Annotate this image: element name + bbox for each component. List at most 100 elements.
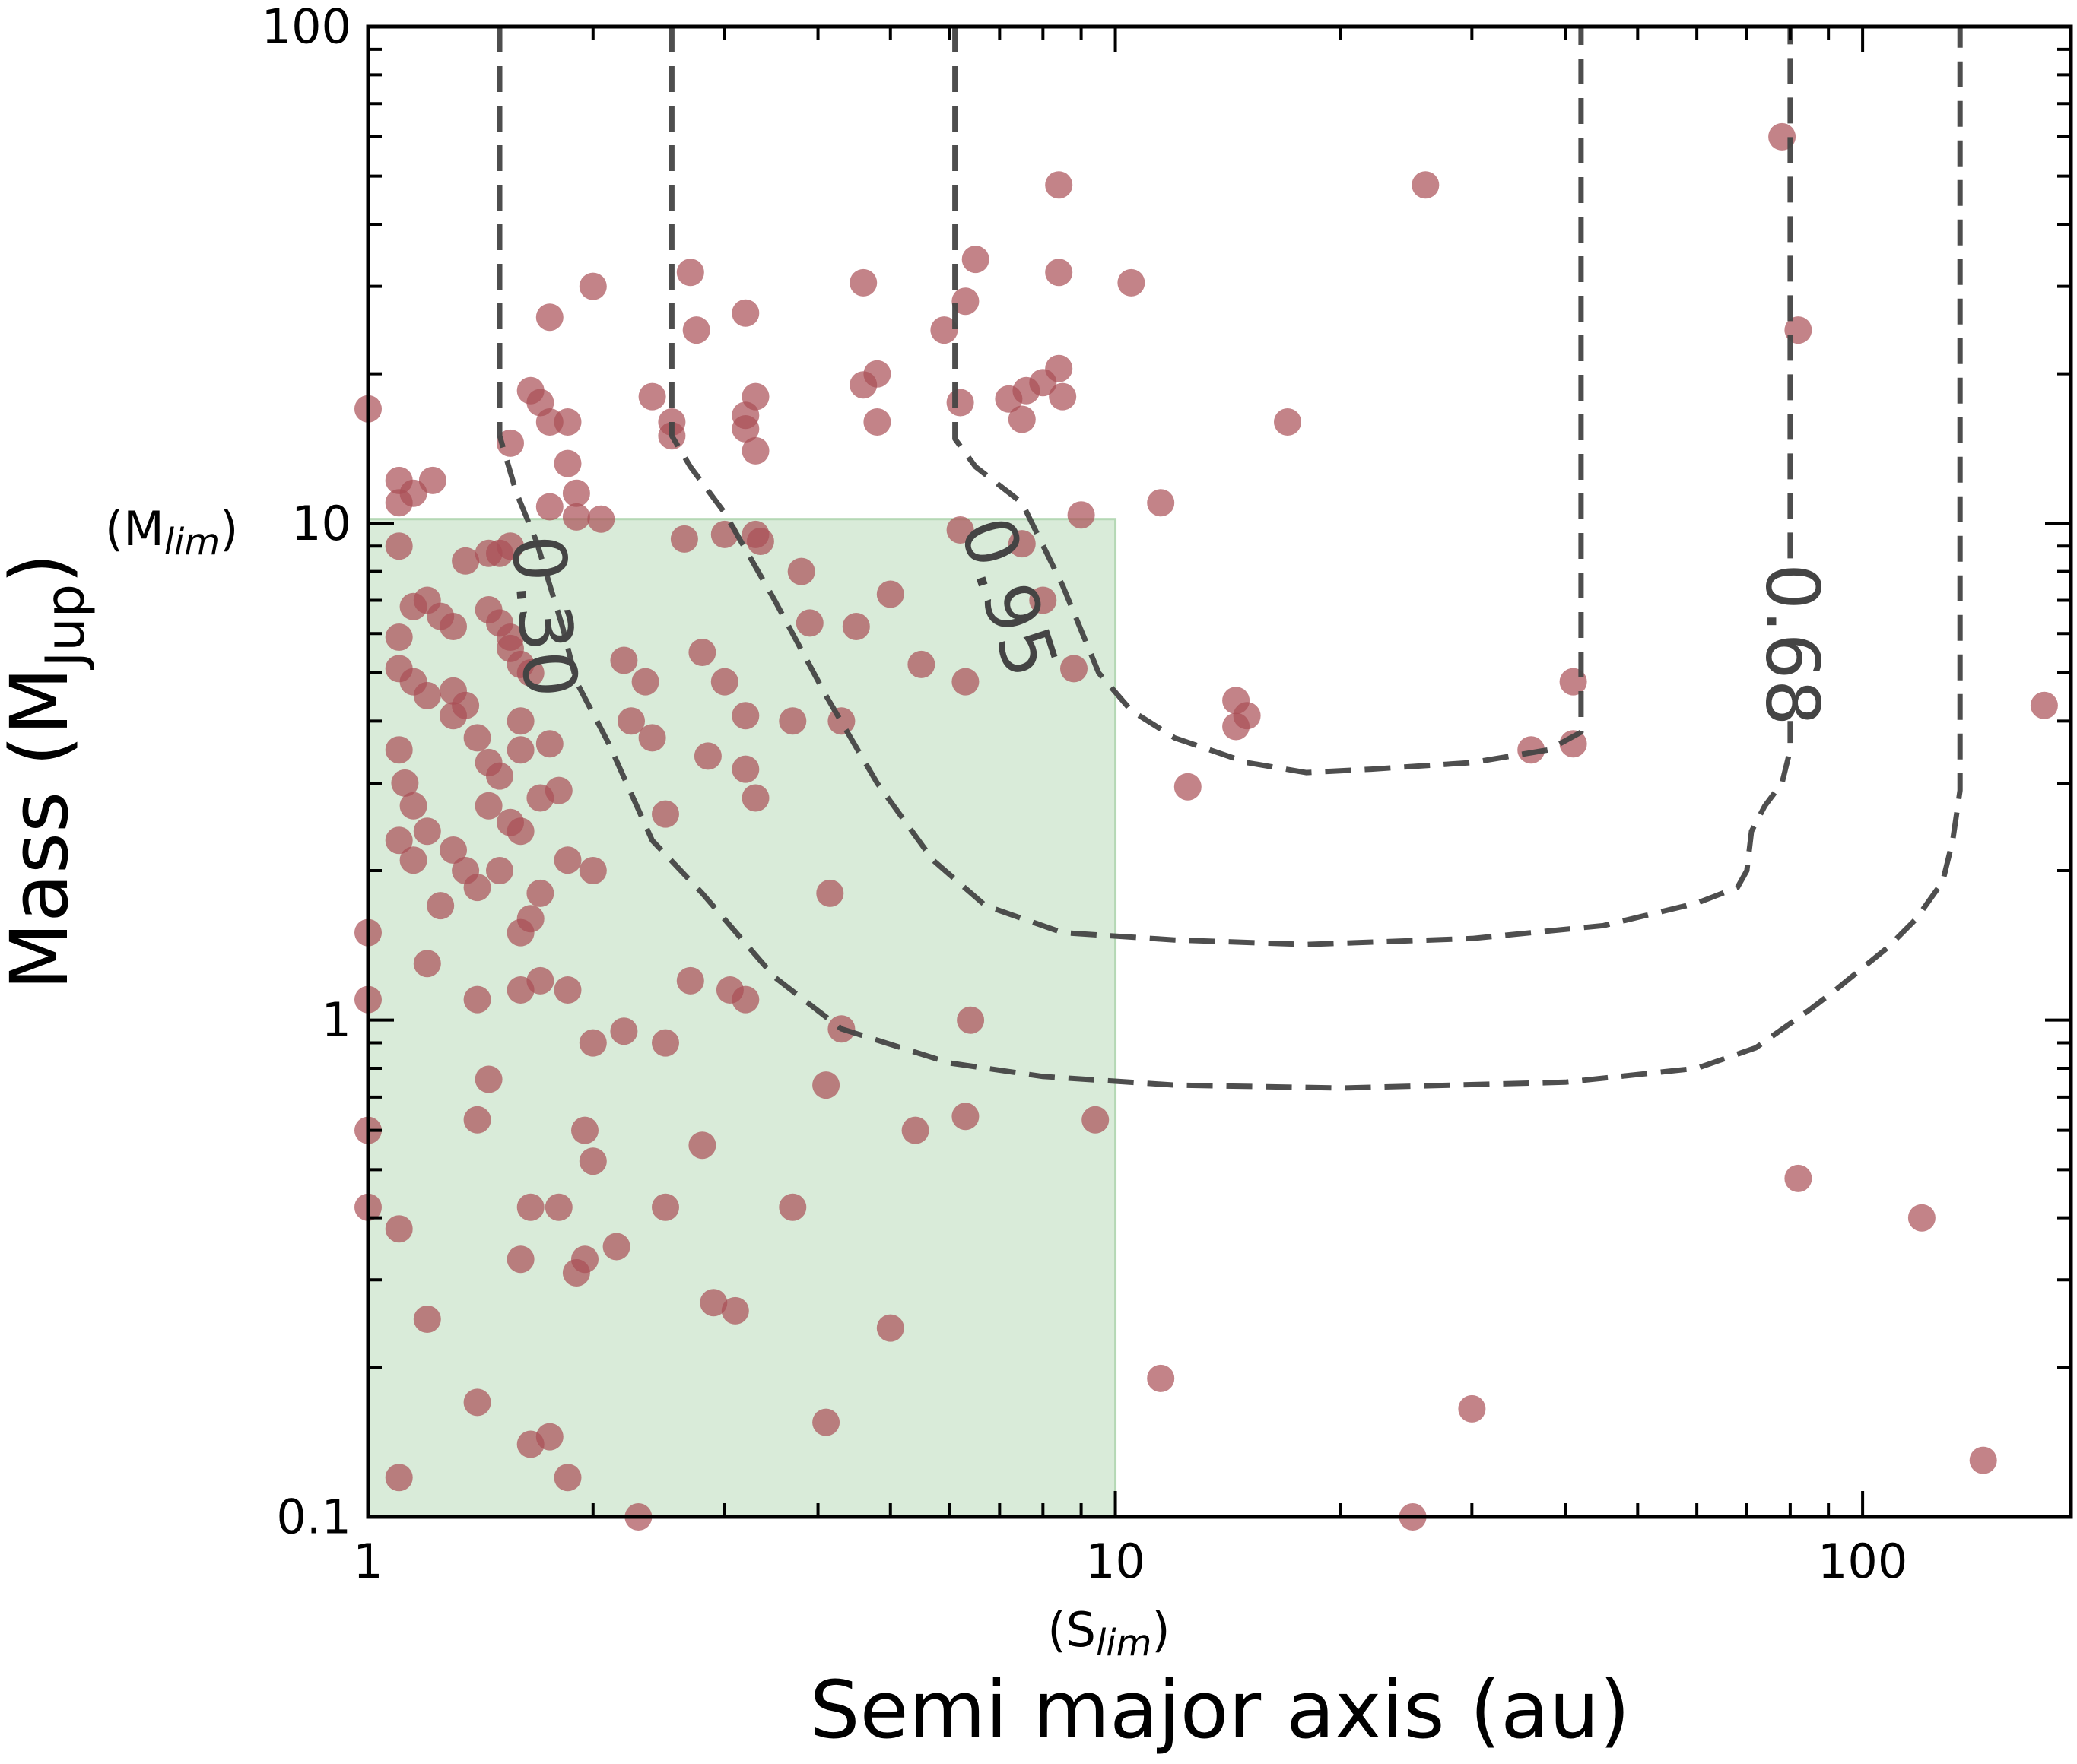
data-point — [535, 730, 564, 758]
s-lim-open: (S — [1047, 1602, 1096, 1658]
data-point — [385, 736, 413, 764]
data-point — [1060, 655, 1088, 683]
data-point — [1029, 586, 1057, 614]
data-point — [779, 1193, 807, 1221]
x-tick-label: 100 — [1818, 1534, 1907, 1589]
data-point — [876, 580, 904, 608]
data-point — [516, 659, 545, 687]
data-point — [385, 826, 413, 855]
data-point — [554, 449, 582, 477]
data-point — [602, 1233, 630, 1261]
y-tick-label: 100 — [262, 0, 351, 55]
data-point — [732, 985, 760, 1014]
y-tick-label: 10 — [291, 496, 351, 551]
limit-region — [367, 518, 1117, 1518]
data-point — [638, 724, 666, 752]
data-point — [1008, 405, 1036, 433]
data-point — [796, 609, 824, 637]
data-point — [475, 748, 503, 776]
data-point — [1045, 171, 1073, 199]
m-lim-open: (M — [105, 501, 164, 557]
data-point — [463, 1388, 491, 1417]
data-point — [1969, 1446, 1997, 1474]
data-point — [946, 389, 974, 417]
x-axis-label: Semi major axis (au) — [810, 1664, 1631, 1756]
data-point — [535, 303, 564, 332]
data-points — [354, 122, 2058, 1531]
data-point — [497, 532, 524, 560]
data-point — [1045, 354, 1073, 382]
data-point — [1147, 1364, 1175, 1392]
data-point — [452, 547, 480, 575]
data-point — [1907, 1204, 1936, 1232]
data-point — [385, 1215, 413, 1243]
data-point — [413, 817, 441, 846]
data-point — [535, 493, 564, 521]
data-point — [610, 646, 638, 674]
data-point — [579, 857, 607, 884]
data-point — [1412, 171, 1440, 199]
data-point — [618, 707, 645, 735]
data-point — [385, 532, 413, 560]
data-point — [507, 918, 535, 947]
data-point — [545, 1193, 573, 1221]
data-point — [427, 892, 455, 920]
data-point — [497, 623, 524, 651]
data-point — [554, 976, 582, 1004]
data-point — [1222, 712, 1250, 741]
data-point — [440, 836, 467, 864]
data-point — [579, 1029, 607, 1057]
y-tick-label: 0.1 — [276, 1490, 351, 1545]
data-point — [587, 505, 615, 533]
data-point — [399, 846, 427, 874]
data-point — [688, 639, 716, 666]
data-point — [787, 557, 815, 585]
m-lim-close: ) — [220, 501, 238, 557]
data-point — [700, 1289, 728, 1317]
data-point — [554, 846, 582, 874]
data-point — [399, 792, 427, 820]
limit-region-rect — [367, 518, 1117, 1518]
data-point — [951, 1102, 980, 1131]
data-point — [497, 429, 524, 457]
data-point — [463, 724, 491, 752]
data-point — [957, 1006, 985, 1034]
data-point — [1559, 730, 1587, 758]
data-point — [638, 382, 666, 411]
data-point — [1173, 773, 1202, 801]
s-lim-subscript: lim — [1096, 1622, 1151, 1664]
data-point — [907, 650, 935, 678]
data-point — [694, 742, 722, 770]
data-point — [676, 966, 704, 995]
data-point — [554, 1464, 582, 1492]
s-lim-close: ) — [1151, 1602, 1170, 1658]
data-point — [507, 1245, 535, 1274]
data-point — [571, 1116, 599, 1144]
data-point — [876, 1314, 904, 1342]
data-point — [631, 668, 659, 696]
data-point — [610, 1017, 638, 1045]
data-point — [946, 516, 974, 544]
data-point — [526, 966, 554, 995]
data-point — [652, 800, 679, 828]
data-point — [2030, 691, 2058, 719]
s-lim-label: (Slim) — [1047, 1602, 1170, 1664]
data-point — [526, 879, 554, 907]
contour-label: 0.68 — [1750, 563, 1835, 726]
data-point — [1045, 259, 1073, 287]
data-point — [732, 755, 760, 783]
data-point — [688, 1131, 716, 1160]
data-point — [1517, 736, 1545, 764]
data-point — [385, 489, 413, 517]
data-point — [930, 316, 958, 344]
data-point — [554, 408, 582, 436]
y-tick-label: 1 — [322, 992, 351, 1048]
data-point — [732, 415, 760, 443]
data-point — [475, 539, 503, 567]
data-point — [507, 707, 535, 735]
data-point — [391, 769, 419, 797]
data-point — [1049, 382, 1077, 411]
data-point — [418, 466, 446, 494]
